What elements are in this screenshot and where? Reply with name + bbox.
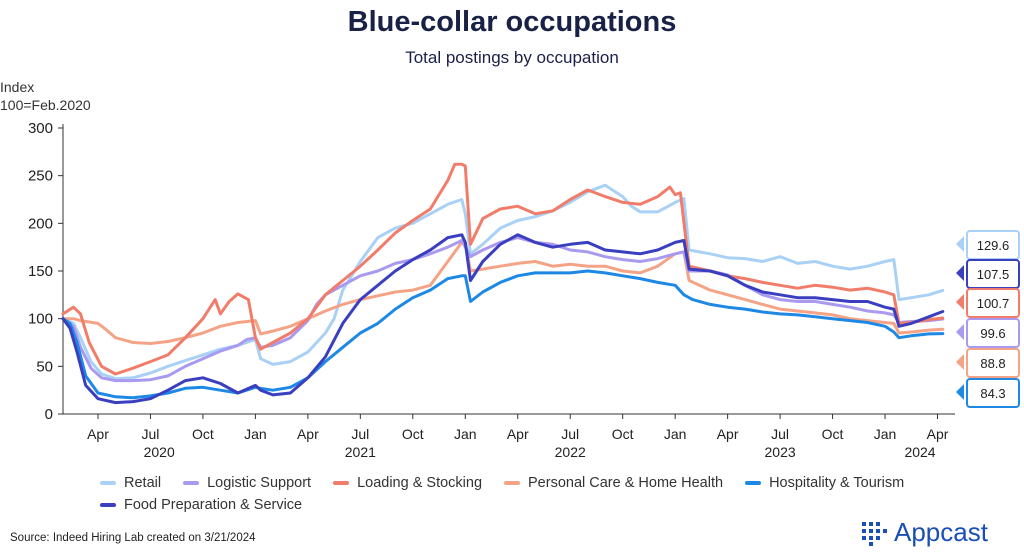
x-tick-label: Jul <box>351 426 369 442</box>
x-tick-label: Jan <box>874 426 897 442</box>
x-tick-label: Apr <box>87 426 109 442</box>
legend-swatch <box>504 481 521 485</box>
legend: Retail Logistic Support Loading & Stocki… <box>100 472 960 516</box>
legend-item-food-prep: Food Preparation & Service <box>100 497 302 513</box>
end-label-pointer <box>956 294 964 310</box>
end-value-label: 99.6 <box>966 318 1020 348</box>
y-tick-label: 200 <box>28 215 53 232</box>
y-tick-label: 100 <box>28 311 53 328</box>
x-tick-label: Apr <box>927 426 949 442</box>
x-year-label: 2024 <box>904 444 935 460</box>
x-year-label: 2023 <box>765 444 796 460</box>
y-tick-label: 250 <box>28 168 53 185</box>
x-tick-label: Jul <box>771 426 789 442</box>
x-tick-label: Oct <box>612 426 634 442</box>
legend-item-retail: Retail <box>100 475 161 491</box>
appcast-logo-icon <box>862 521 887 546</box>
x-tick-label: Jan <box>244 426 267 442</box>
legend-item-loading-stocking: Loading & Stocking <box>333 475 482 491</box>
end-label-pointer <box>956 384 964 400</box>
chart-title: Blue-collar occupations <box>347 6 677 38</box>
x-tick-label: Oct <box>192 426 214 442</box>
legend-item-hospitality: Hospitality & Tourism <box>745 475 904 491</box>
legend-item-personal-care: Personal Care & Home Health <box>504 475 723 491</box>
end-value-label: 84.3 <box>966 378 1020 408</box>
series-line-loading-stocking <box>61 162 945 376</box>
end-label-pointer <box>956 236 964 252</box>
end-value-label: 129.6 <box>966 230 1020 260</box>
x-tick-label: Jul <box>141 426 159 442</box>
x-tick-label: Apr <box>717 426 739 442</box>
y-tick-label: 0 <box>45 406 53 423</box>
series-line-hospitality-tourism <box>61 269 945 400</box>
end-value-label: 100.7 <box>966 288 1020 318</box>
end-label-pointer <box>956 265 964 281</box>
series-line-food-preparation-service <box>61 233 945 405</box>
y-axis-label: Index 100=Feb.2020 <box>0 79 91 113</box>
appcast-logo-text: Appcast <box>894 517 988 547</box>
x-tick-label: Oct <box>402 426 424 442</box>
legend-swatch <box>333 481 350 485</box>
end-label-pointer <box>956 354 964 370</box>
x-tick-label: Jul <box>561 426 579 442</box>
legend-swatch <box>745 481 762 485</box>
legend-item-logistic-support: Logistic Support <box>183 475 311 491</box>
source-note: Source: Indeed Hiring Lab created on 3/2… <box>10 532 256 544</box>
end-value-label: 107.5 <box>966 259 1020 289</box>
x-tick-label: Jan <box>454 426 477 442</box>
x-year-label: 2022 <box>555 444 586 460</box>
end-label-pointer <box>956 324 964 340</box>
x-year-label: 2020 <box>144 444 175 460</box>
series-line-logistic-support <box>61 236 945 383</box>
y-tick-label: 50 <box>36 358 53 375</box>
x-tick-label: Apr <box>507 426 529 442</box>
x-tick-label: Oct <box>822 426 844 442</box>
x-tick-label: Jan <box>664 426 687 442</box>
legend-swatch <box>100 503 116 507</box>
end-value-label: 88.8 <box>966 348 1020 378</box>
y-tick-label: 300 <box>28 120 53 137</box>
chart-subtitle: Total postings by occupation <box>405 48 619 67</box>
y-tick-label: 150 <box>28 263 53 280</box>
series-line-personal-care-home-health <box>61 240 945 345</box>
appcast-logo: Appcast <box>862 517 988 548</box>
x-tick-label: Apr <box>297 426 319 442</box>
line-chart: 0 50 100 150 200 250 300 Apr Jul Oct Jan Apr Jul Oct J… <box>28 120 964 460</box>
x-year-label: 2021 <box>345 444 376 460</box>
legend-swatch <box>100 481 116 485</box>
legend-swatch <box>183 481 200 485</box>
